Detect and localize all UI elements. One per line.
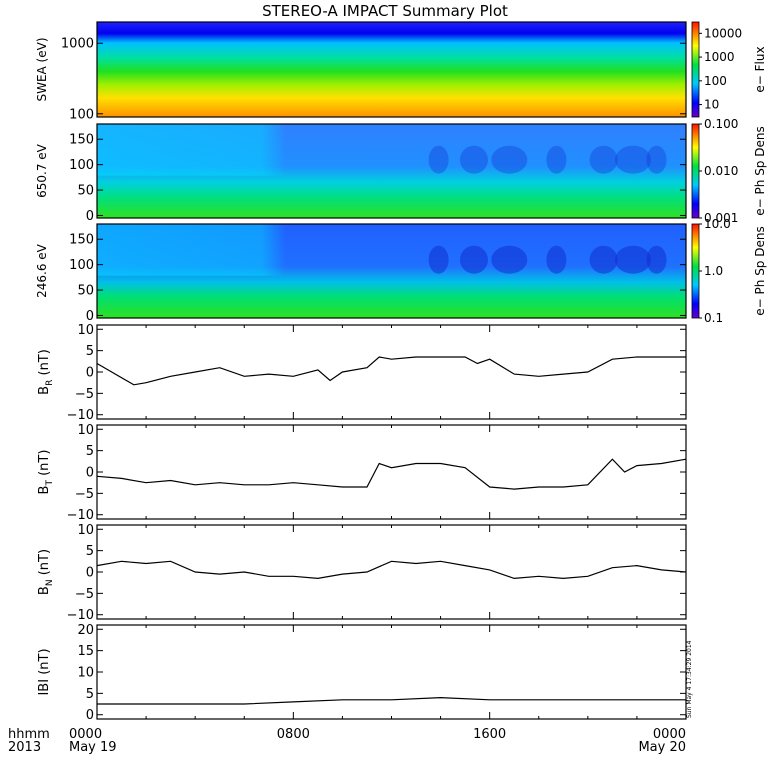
pad_650-heatmap-overlay <box>97 124 686 176</box>
br-y-tick-label: 0 <box>86 366 94 381</box>
bt-series-line <box>96 458 687 490</box>
swea-heatmap <box>97 22 686 117</box>
bmag-y-tick-label: 20 <box>77 623 94 638</box>
pad_246-heatmap-spot <box>491 245 528 274</box>
swea-colorbar-tick-label: 10 <box>704 98 719 112</box>
bmag-y-tick-label: 10 <box>77 666 94 681</box>
hhmm-label: hhmm <box>8 727 50 742</box>
swea-y-label: SWEA (eV) <box>35 37 49 101</box>
pad_246-colorbar-tick-label: 10.0 <box>704 217 731 231</box>
bt-y-tick-label: −5 <box>75 487 94 502</box>
pad_650-heatmap-spot <box>614 145 651 174</box>
bmag-y-tick-label: 15 <box>77 644 94 659</box>
pad_650-y-label: 650.7 eV <box>35 143 49 198</box>
pad_246-heatmap-spot <box>546 245 567 274</box>
bt-y-tick-label: 5 <box>86 444 94 459</box>
year-label: 2013 <box>8 740 41 755</box>
pad_650-y-tick-label: 150 <box>69 133 94 148</box>
bn-y-tick-label: −5 <box>75 587 94 602</box>
pad_246-y-tick-label: 0 <box>86 309 94 324</box>
br-y-tick-label: −5 <box>75 387 94 402</box>
br-series-line <box>96 356 686 386</box>
bn-frame <box>96 524 687 620</box>
pad_246-y-label: 246.6 eV <box>35 243 49 298</box>
swea-colorbar-label: e− Flux <box>753 46 767 92</box>
br-y-label: BR (nT) <box>37 349 55 395</box>
pad_650-heatmap-spot <box>491 145 528 174</box>
pad_650-y-tick-label: 50 <box>77 184 94 199</box>
pad_650-heatmap-spot <box>459 145 488 174</box>
bt-y-label: BT (nT) <box>37 450 55 495</box>
bt-y-tick-label: 0 <box>86 466 94 481</box>
pad_650-heatmap-spot <box>646 145 667 174</box>
swea-colorbar-tick-label: 1000 <box>704 50 735 64</box>
pad_246-colorbar-tick-label: 0.1 <box>704 311 723 325</box>
pad_650-y-tick-label: 100 <box>69 158 94 173</box>
bmag-y-label: IBI (nT) <box>37 648 52 695</box>
bmag-y-tick-label: 0 <box>86 708 94 723</box>
pad_246-heatmap-spot <box>459 245 488 274</box>
timestamp-label: Sun May 4 17:34:29 2014 <box>686 640 693 718</box>
swea-colorbar-tick-label: 10000 <box>704 26 742 40</box>
bt-frame <box>96 424 687 520</box>
pad_650-colorbar-tick-label: 0.010 <box>704 164 738 178</box>
bt-y-tick-label: 10 <box>77 423 94 438</box>
x-tick-label: 0800 <box>277 727 310 742</box>
br-frame <box>96 324 687 420</box>
bn-series-line <box>96 560 687 580</box>
bn-y-tick-label: 0 <box>86 566 94 581</box>
x-tick-label: 0000 <box>69 727 102 742</box>
pad_650-heatmap-spot <box>546 145 567 174</box>
x-date-label: May 20 <box>638 740 686 755</box>
x-date-label: May 19 <box>69 740 117 755</box>
pad_650-colorbar <box>691 123 700 219</box>
pad_246-heatmap-overlay <box>97 224 686 276</box>
pad_650-colorbar-tick-label: 0.001 <box>704 211 738 225</box>
pad_246-heatmap-spot <box>614 245 651 274</box>
pad_246-frame <box>96 223 687 319</box>
pad_246-y-tick-label: 150 <box>69 233 94 248</box>
bmag-y-tick-label: 5 <box>86 687 94 702</box>
bn-y-label: BN (nT) <box>37 549 55 595</box>
pad_650-heatmap-spot <box>428 145 449 174</box>
pad_650-colorbar-label: e− Ph Sp Dens <box>753 126 767 215</box>
swea-colorbar-tick-label: 100 <box>704 74 727 88</box>
pad_246-heatmap-spot <box>646 245 667 274</box>
pad_246-colorbar <box>691 223 700 319</box>
swea-colorbar <box>691 21 700 118</box>
br-y-tick-label: −10 <box>67 408 94 423</box>
pad_650-frame <box>96 123 687 219</box>
bmag-series-line <box>97 696 686 705</box>
bmag-frame <box>96 624 687 720</box>
x-tick-label: 1600 <box>473 727 506 742</box>
bn-y-tick-label: −10 <box>67 608 94 623</box>
bt-y-tick-label: −10 <box>67 508 94 523</box>
plot-title: STEREO-A IMPACT Summary Plot <box>262 2 508 20</box>
bn-y-tick-label: 5 <box>86 544 94 559</box>
pad_246-heatmap-spot <box>428 245 449 274</box>
br-y-tick-label: 5 <box>86 344 94 359</box>
bn-y-tick-label: 10 <box>77 523 94 538</box>
pad_650-y-tick-label: 0 <box>86 209 94 224</box>
swea-y-tick-label: 100 <box>69 107 94 122</box>
br-y-tick-label: 10 <box>77 323 94 338</box>
swea-frame <box>96 21 687 118</box>
pad_246-heatmap-spot <box>589 245 618 274</box>
pad_246-y-tick-label: 100 <box>69 258 94 273</box>
swea-y-tick-label: 1000 <box>61 37 94 52</box>
pad_246-y-tick-label: 50 <box>77 284 94 299</box>
pad_246-colorbar-tick-label: 1.0 <box>704 264 723 278</box>
pad_650-heatmap-spot <box>589 145 618 174</box>
x-tick-label: 0000 <box>653 727 686 742</box>
pad_650-colorbar-tick-label: 0.100 <box>704 117 738 131</box>
pad_246-colorbar-label: e− Ph Sp Dens <box>753 226 767 315</box>
